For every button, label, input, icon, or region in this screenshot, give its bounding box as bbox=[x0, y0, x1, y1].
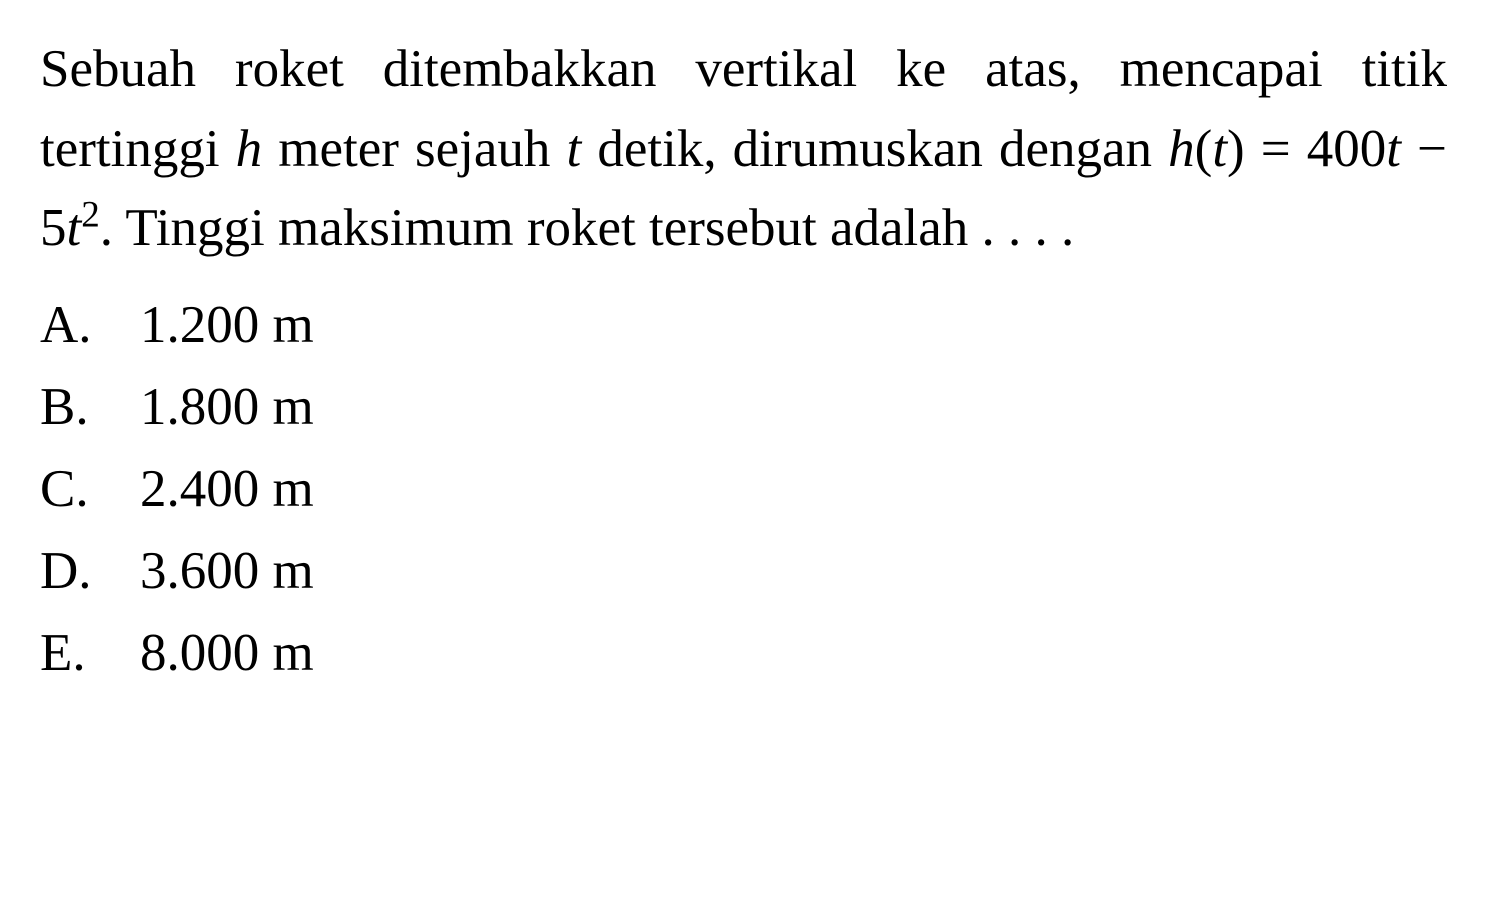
option-b: B. 1.800 m bbox=[40, 366, 1447, 448]
option-value: 1.200 m bbox=[140, 284, 1447, 366]
option-d: D. 3.600 m bbox=[40, 530, 1447, 612]
term-t2: t bbox=[67, 199, 82, 257]
option-a: A. 1.200 m bbox=[40, 284, 1447, 366]
func-open: ( bbox=[1195, 120, 1213, 178]
option-value: 2.400 m bbox=[140, 448, 1447, 530]
option-letter: C. bbox=[40, 448, 140, 530]
func-close: ) = 400 bbox=[1227, 120, 1386, 178]
var-h: h bbox=[236, 120, 263, 178]
func-h: h bbox=[1168, 120, 1195, 178]
term-t1: t bbox=[1386, 120, 1401, 178]
option-e: E. 8.000 m bbox=[40, 612, 1447, 694]
option-value: 1.800 m bbox=[140, 366, 1447, 448]
func-var: t bbox=[1212, 120, 1227, 178]
question-text: Sebuah roket ditembakkan vertikal ke ata… bbox=[40, 30, 1447, 269]
option-value: 8.000 m bbox=[140, 612, 1447, 694]
options-list: A. 1.200 m B. 1.800 m C. 2.400 m D. 3.60… bbox=[40, 284, 1447, 695]
option-letter: B. bbox=[40, 366, 140, 448]
question-part2: meter sejauh bbox=[262, 120, 566, 178]
option-value: 3.600 m bbox=[140, 530, 1447, 612]
question-part3: detik, dirumuskan dengan bbox=[581, 120, 1168, 178]
option-letter: A. bbox=[40, 284, 140, 366]
exponent: 2 bbox=[81, 194, 100, 235]
question-part4: . Tinggi maksimum roket tersebut adalah … bbox=[100, 199, 1075, 257]
var-t: t bbox=[567, 120, 582, 178]
option-letter: D. bbox=[40, 530, 140, 612]
option-c: C. 2.400 m bbox=[40, 448, 1447, 530]
option-letter: E. bbox=[40, 612, 140, 694]
